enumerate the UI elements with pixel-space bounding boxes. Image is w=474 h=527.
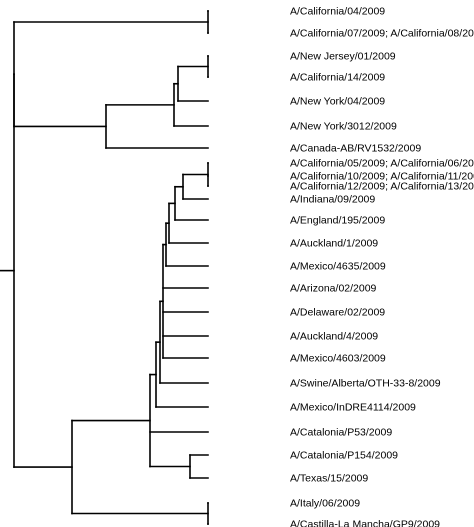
- leaf-label-t06: A/New York/3012/2009: [290, 121, 397, 133]
- leaf-labels: A/California/04/2009 A/California/07/2009…: [290, 6, 474, 527]
- leaf-label-t10: A/California/12/2009; A/California/13/20…: [290, 181, 474, 193]
- leaf-label-t23: A/Texas/15/2009: [290, 473, 368, 485]
- tree-branches: [0, 10, 209, 525]
- leaf-label-t20: A/Mexico/InDRE4114/2009: [290, 402, 416, 414]
- leaf-label-t03: A/New Jersey/01/2009: [290, 51, 396, 63]
- leaf-label-t17: A/Auckland/4/2009: [290, 331, 378, 343]
- leaf-label-t21: A/Catalonia/P53/2009: [290, 427, 392, 439]
- leaf-label-t19: A/Swine/Alberta/OTH-33-8/2009: [290, 378, 441, 390]
- leaf-label-t18: A/Mexico/4603/2009: [290, 353, 386, 365]
- leaf-label-t22: A/Catalonia/P154/2009: [290, 450, 398, 462]
- leaf-label-t11: A/Indiana/09/2009: [290, 194, 375, 206]
- leaf-label-t04: A/California/14/2009: [290, 72, 385, 84]
- leaf-label-t01: A/California/04/2009: [290, 6, 385, 18]
- leaf-label-t12: A/England/195/2009: [290, 215, 385, 227]
- leaf-label-t14: A/Mexico/4635/2009: [290, 261, 386, 273]
- leaf-label-t13: A/Auckland/1/2009: [290, 238, 378, 250]
- leaf-label-t25: A/Castilla-La Mancha/GP9/2009: [290, 519, 440, 527]
- leaf-label-t09: A/California/10/2009; A/California/11/20…: [290, 171, 474, 183]
- leaf-label-t05: A/New York/04/2009: [290, 96, 385, 108]
- leaf-label-t08: A/California/05/2009; A/California/06/20…: [290, 158, 474, 170]
- leaf-label-t15: A/Arizona/02/2009: [290, 283, 377, 295]
- leaf-label-t24: A/Italy/06/2009: [290, 498, 360, 510]
- leaf-label-t07: A/Canada-AB/RV1532/2009: [290, 143, 421, 155]
- leaf-label-t02: A/California/07/2009; A/California/08/20…: [290, 28, 474, 40]
- leaf-label-t16: A/Delaware/02/2009: [290, 307, 385, 319]
